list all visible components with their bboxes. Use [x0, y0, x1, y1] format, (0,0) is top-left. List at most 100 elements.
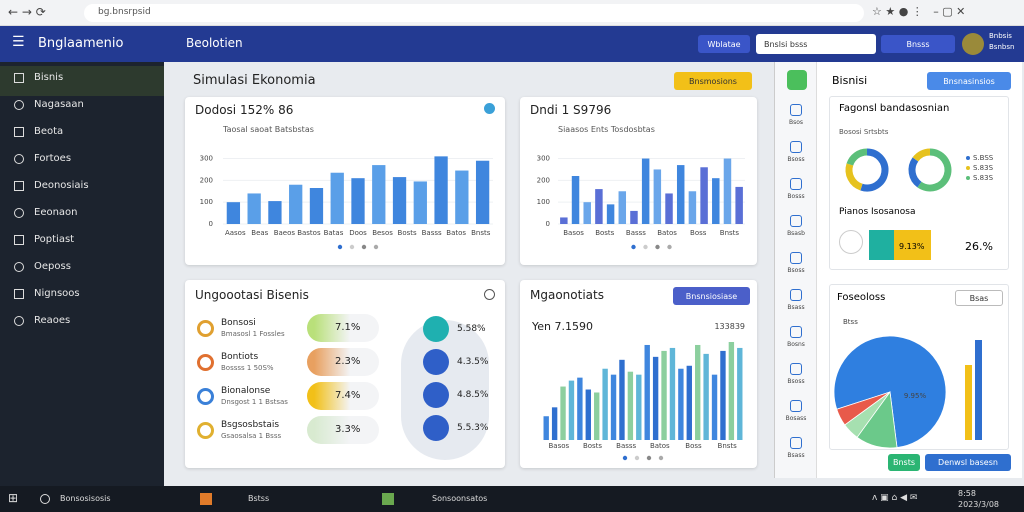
progress-bar [869, 230, 931, 260]
circle-value: 5.58% [457, 324, 486, 334]
panel-icon-label: Bsass [787, 304, 805, 311]
x-tick-label: Basss [616, 442, 636, 450]
main-button[interactable]: Bnsmosions [674, 72, 752, 90]
select[interactable]: Bsas [955, 290, 1003, 306]
sidebar-icon [14, 153, 24, 164]
search-box[interactable]: Bnslsi bsss [756, 34, 876, 54]
panel-button[interactable]: Bnsts [888, 454, 920, 471]
y-tick-label: 300 [200, 155, 213, 163]
card-button[interactable]: Bnsnsiosiase [673, 287, 750, 305]
sidebar-icon [14, 207, 24, 218]
pager-dot [622, 455, 628, 461]
sidebar-item[interactable]: Nignsoos [14, 288, 80, 299]
panel-icon-label: Bsasb [787, 230, 805, 237]
bar [602, 368, 608, 440]
taskbar-app[interactable]: Sonsoonsatos [432, 494, 488, 503]
sidebar-icon [14, 72, 24, 83]
donut-segment [845, 163, 863, 191]
card-title: Fagonsl bandasosnian [839, 103, 950, 114]
list-card: Ungoootasi Bisenis Bonsosi Bmasosl 1 Foss… [185, 280, 505, 468]
sidebar-item[interactable]: Bisnis [14, 72, 63, 83]
bar [661, 350, 667, 440]
sidebar-icon [14, 288, 24, 299]
sidebar-item[interactable]: Poptiast [14, 234, 74, 245]
panel-icon[interactable] [790, 104, 802, 116]
taskbar-app[interactable]: Bstss [248, 494, 270, 503]
bar [737, 347, 743, 440]
bar [226, 202, 241, 224]
bar [392, 177, 407, 224]
sidebar-item[interactable]: Reaoes [14, 315, 70, 326]
bar [595, 189, 603, 224]
panel-icon[interactable] [790, 437, 802, 449]
app-icon[interactable] [200, 493, 212, 505]
bar [627, 371, 634, 440]
circle-icon [423, 349, 449, 375]
sidebar-item[interactable]: Eeonaon [14, 207, 78, 218]
bar [723, 158, 732, 224]
item-icon [197, 388, 214, 405]
panel-icon[interactable] [790, 326, 802, 338]
search-icon[interactable] [40, 494, 50, 504]
header-button[interactable]: Wblatae [698, 35, 750, 53]
panel-icon[interactable] [790, 252, 802, 264]
legend-swatch [966, 166, 970, 170]
panel-icon[interactable] [790, 215, 802, 227]
pager-dot [361, 244, 367, 250]
start-button[interactable]: ⊞ [8, 491, 19, 505]
bar [551, 407, 558, 440]
panel-icon-label: Bsoss [787, 156, 805, 163]
sidebar-item[interactable]: Deonosiais [14, 180, 89, 191]
x-tick-label: Basss [422, 229, 442, 237]
avatar[interactable] [962, 33, 984, 55]
menu-icon[interactable]: ☰ [12, 34, 25, 50]
x-tick-label: Doos [349, 229, 367, 237]
panel-icon-label: Bsoss [787, 267, 805, 274]
x-tick-label: Beas [251, 229, 268, 237]
panel-icon[interactable] [790, 363, 802, 375]
legend-label: S.83S [973, 174, 994, 182]
sidebar-item[interactable]: Nagasaan [14, 99, 84, 110]
bar [676, 165, 685, 224]
panel-button[interactable]: Bnsnasinsios [927, 72, 1011, 90]
sidebar-item[interactable]: Oeposs [14, 261, 71, 272]
panel-graphics: S.BSS S.83S S.83S 9.95% [833, 148, 994, 449]
bar [571, 176, 580, 224]
item-sub: Dnsgost 1 1 Bstsas [221, 398, 288, 406]
y-tick-label: 100 [537, 198, 550, 206]
card-title: Mgaonotiats [530, 288, 604, 302]
panel-icon[interactable] [790, 178, 802, 190]
clock-icon[interactable] [484, 289, 495, 300]
chart-card: Dodosi 152% 86 Taosal saoat Batsbstas 0 1… [185, 97, 505, 265]
bar [594, 392, 600, 440]
app-icon[interactable] [382, 493, 394, 505]
sidebar-item[interactable]: Fortoes [14, 153, 71, 164]
app-name: Bnglaamenio [38, 36, 124, 51]
sidebar-item[interactable]: Beota [14, 126, 63, 137]
item-name: Bonsosi [221, 318, 256, 328]
address-bar[interactable]: bg.bnsrpsid [84, 4, 864, 22]
pager-dot [337, 244, 343, 250]
chart-card: Dndi 1 S9796 Siaasos Ents Tosdosbtas 0 10… [520, 97, 757, 265]
x-tick-label: Bnsts [718, 442, 738, 450]
legend-label: S.83S [973, 164, 994, 172]
panel-icon[interactable] [790, 141, 802, 153]
info-icon[interactable] [484, 103, 495, 114]
sidebar-label: Nagasaan [34, 99, 84, 110]
sidebar-icon [14, 315, 24, 326]
header-button[interactable]: Bnsss [881, 35, 955, 53]
x-tick-label: Bosts [583, 442, 602, 450]
bar [475, 160, 490, 224]
nav-buttons[interactable]: ← → ⟳ [8, 5, 46, 19]
user-name: Bnbsis [989, 32, 1012, 40]
taskbar-search[interactable]: Bonsosisosis [60, 494, 111, 503]
panel-icon[interactable] [790, 400, 802, 412]
bar [413, 181, 427, 224]
progress-value: 9.13% [899, 242, 925, 251]
app-icon[interactable] [787, 70, 807, 90]
tray-icons: ʌ ▣ ⌂ ◀ ✉ [872, 493, 918, 503]
panel-icon[interactable] [790, 289, 802, 301]
panel-button[interactable]: Denwsl basesn [925, 454, 1011, 471]
circle-icon [423, 316, 449, 342]
